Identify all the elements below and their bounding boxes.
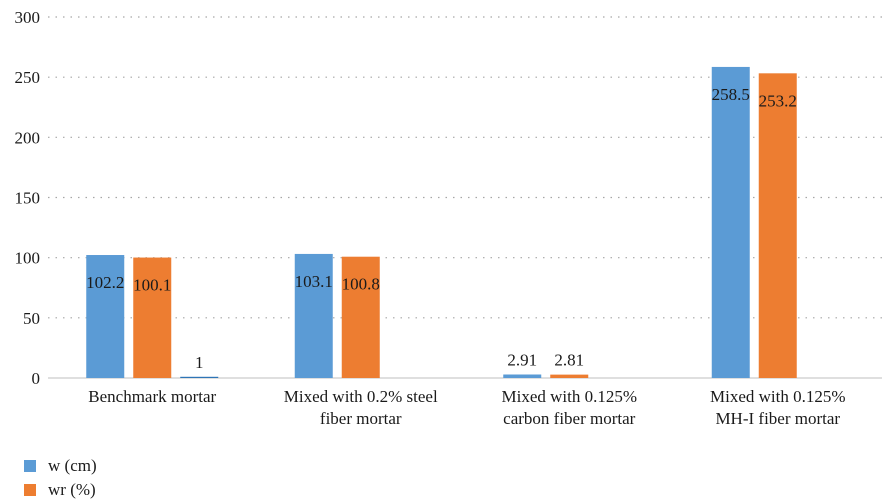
data-label: 2.81 bbox=[554, 351, 584, 370]
data-label: 103.1 bbox=[295, 272, 333, 291]
y-tick-label: 250 bbox=[15, 68, 41, 87]
y-tick-label: 200 bbox=[15, 128, 41, 147]
x-category-label: fiber mortar bbox=[320, 409, 402, 428]
data-label: 2.91 bbox=[507, 350, 537, 369]
bar bbox=[503, 374, 542, 378]
x-category-label: Mixed with 0.2% steel bbox=[284, 387, 438, 406]
y-tick-label: 0 bbox=[32, 369, 41, 388]
bar bbox=[180, 376, 219, 378]
bar bbox=[341, 256, 380, 378]
bar bbox=[133, 257, 172, 378]
y-tick-label: 150 bbox=[15, 189, 41, 208]
bar bbox=[550, 374, 589, 378]
x-category-label: MH-I fiber mortar bbox=[715, 409, 840, 428]
bar-chart: 0 50 100 150 200 250 300 102.2 100.1 1 Benchmark m… bbox=[15, 8, 882, 428]
y-tick-label: 100 bbox=[15, 249, 41, 268]
data-label: 100.8 bbox=[342, 275, 380, 294]
bar bbox=[758, 73, 797, 378]
legend-item-wr: wr (%) bbox=[24, 478, 97, 502]
x-category-label: Mixed with 0.125% bbox=[501, 387, 637, 406]
y-tick-label: 50 bbox=[23, 309, 40, 328]
bar bbox=[711, 66, 750, 379]
legend-label-w: w (cm) bbox=[48, 456, 97, 475]
legend-item-w: w (cm) bbox=[24, 454, 97, 478]
x-category-label: carbon fiber mortar bbox=[503, 409, 635, 428]
legend-swatch-w bbox=[24, 460, 36, 472]
legend-label-wr: wr (%) bbox=[48, 480, 96, 499]
data-label: 258.5 bbox=[712, 85, 750, 104]
legend-swatch-wr bbox=[24, 484, 36, 496]
bar bbox=[86, 255, 125, 378]
bar bbox=[294, 253, 333, 378]
data-label: 102.2 bbox=[86, 273, 124, 292]
data-label: 253.2 bbox=[759, 91, 797, 110]
data-label: 100.1 bbox=[133, 276, 171, 295]
y-tick-label: 300 bbox=[15, 8, 41, 27]
x-category-label: Mixed with 0.125% bbox=[710, 387, 846, 406]
data-label: 1 bbox=[195, 353, 204, 372]
x-category-label: Benchmark mortar bbox=[88, 387, 216, 406]
legend: w (cm) wr (%) bbox=[24, 454, 97, 502]
